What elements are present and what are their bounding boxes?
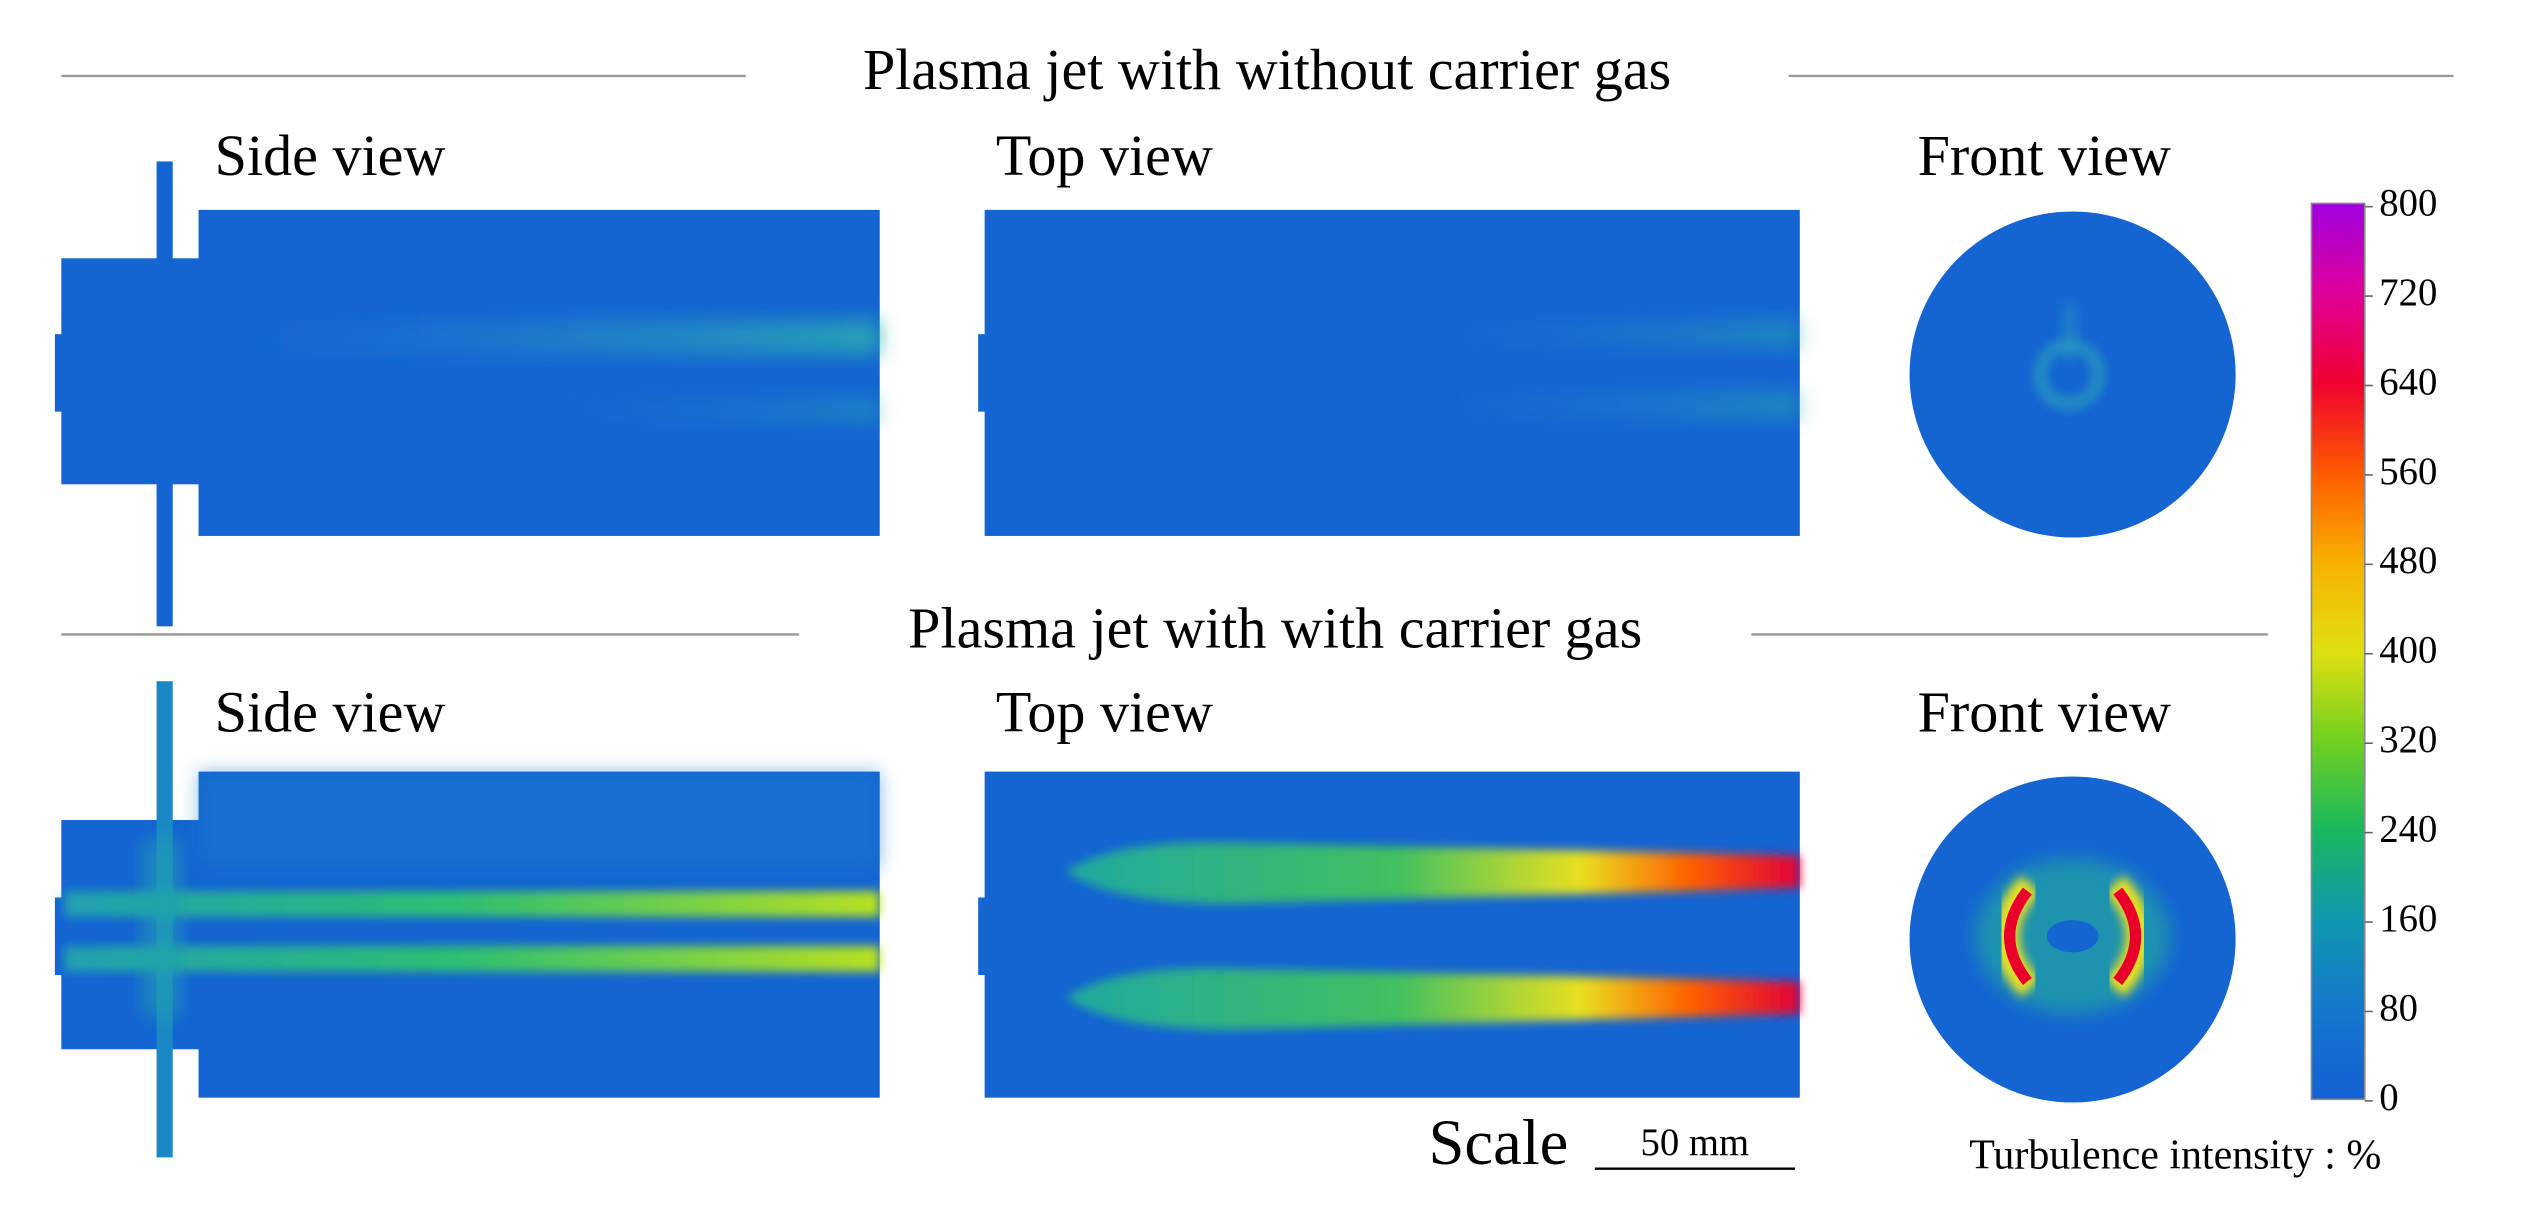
view-label: Top view — [996, 123, 1213, 188]
front-view-contour — [1909, 776, 2236, 1103]
colorbar-tick-label: 80 — [2379, 986, 2418, 1029]
view-label: Front view — [1918, 123, 2171, 188]
colorbar-tick-label: 640 — [2379, 360, 2437, 403]
section-title: Plasma jet with without carrier gas — [863, 37, 1671, 102]
colorbar-tick-label: 320 — [2379, 718, 2437, 761]
colorbar-tick-label: 0 — [2379, 1076, 2398, 1119]
side-view-contour — [54, 161, 880, 627]
view-label: Side view — [215, 123, 446, 188]
view-label: Side view — [215, 680, 446, 745]
view-label: Front view — [1918, 680, 2171, 745]
colorbar-ticks: 0 80 160 240 320 400 480 560 640 720 800 — [2364, 182, 2437, 1119]
colorbar — [2310, 202, 2366, 1101]
scale-length: 50 mm — [1641, 1121, 1750, 1164]
side-view-contour — [54, 681, 880, 1158]
colorbar-tick-label: 800 — [2379, 182, 2437, 225]
colorbar-tick-label: 240 — [2379, 808, 2437, 851]
top-view-contour — [978, 771, 1800, 1098]
view-label: Top view — [996, 680, 1213, 745]
colorbar-tick-label: 720 — [2379, 271, 2437, 314]
colorbar-tick-label: 560 — [2379, 450, 2437, 493]
colorbar-tick-label: 160 — [2379, 897, 2437, 940]
colorbar-tick-label: 480 — [2379, 539, 2437, 582]
colorbar-label: Turbulence intensity : % — [1969, 1133, 2381, 1179]
front-view-contour — [1909, 211, 2236, 538]
top-view-contour — [978, 209, 1800, 536]
section-title: Plasma jet with with carrier gas — [908, 596, 1642, 661]
colorbar-tick-label: 400 — [2379, 629, 2437, 672]
scale-label: Scale — [1429, 1106, 1569, 1178]
